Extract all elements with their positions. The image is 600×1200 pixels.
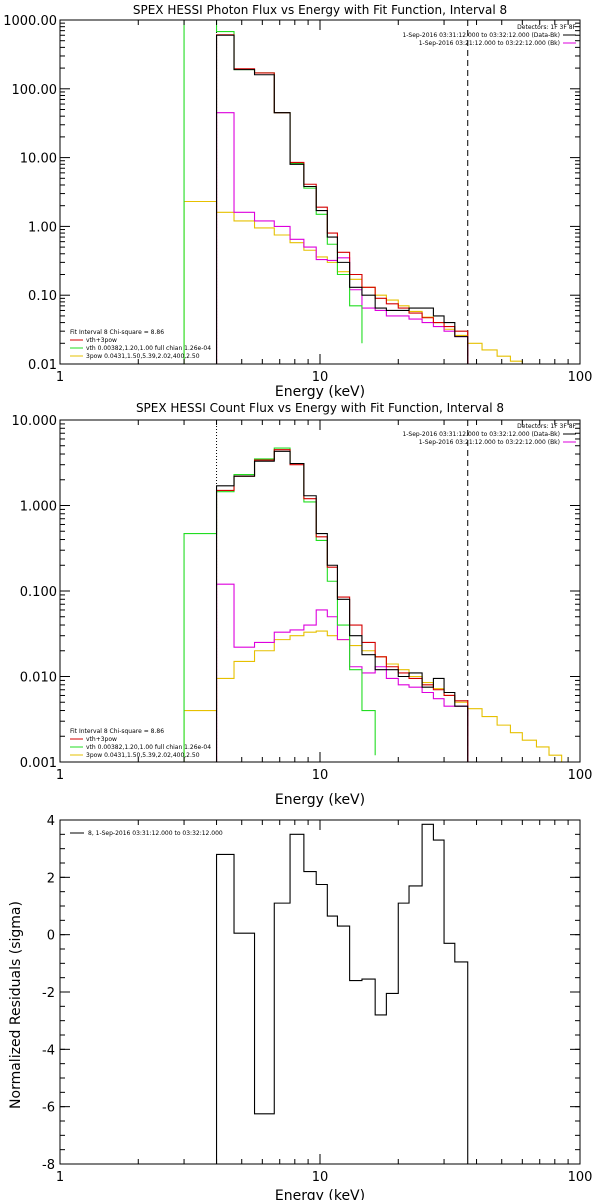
residuals-y-tick-label: -2 xyxy=(42,986,55,1001)
photon-flux-legend-bk: 1-Sep-2016 03:21:12.000 to 03:22:12.000 … xyxy=(419,40,560,47)
photon-flux-legend-data: 1-Sep-2016 03:31:12.000 to 03:32:12.000 … xyxy=(402,32,560,39)
count-flux-legend-vth3pow: vth+3pow xyxy=(86,736,117,743)
count-flux-series-data xyxy=(215,450,469,762)
count-flux-xlabel: Energy (keV) xyxy=(275,792,365,808)
residuals-y-tick-label: -4 xyxy=(42,1043,55,1058)
count-flux-y-tick-label: 0.001 xyxy=(20,756,57,771)
count-flux-title: SPEX HESSI Count Flux vs Energy with Fit… xyxy=(136,401,504,415)
photon-flux-y-tick-label: 100.00 xyxy=(12,83,58,98)
residuals-y-tick-label: 0 xyxy=(47,929,55,944)
residuals-y-tick-label: -6 xyxy=(42,1101,55,1116)
photon-flux-y-tick-label: 0.10 xyxy=(28,289,57,304)
count-flux-detectors: Detectors: 1F 3F 8F xyxy=(517,423,576,430)
photon-flux-detectors: Detectors: 1F 3F 8F xyxy=(517,24,576,31)
count-flux-y-tick-label: 0.100 xyxy=(20,585,57,600)
count-flux-y-tick-label: 0.010 xyxy=(20,671,57,686)
residuals-y-tick-label: 2 xyxy=(47,871,55,886)
count-flux-legend-bk: 1-Sep-2016 03:21:12.000 to 03:22:12.000 … xyxy=(419,439,560,446)
photon-flux-y-tick-label: 10.00 xyxy=(20,152,57,167)
photon-flux-title: SPEX HESSI Photon Flux vs Energy with Fi… xyxy=(133,3,507,17)
count-flux-fit-info: Fit Interval 8 Chi-square = 8.86 xyxy=(70,728,164,735)
residuals-x-tick-label: 1 xyxy=(56,1170,64,1185)
count-flux-legend-vth: vth 0.00382,1.20,1.00 full chian 1.26e-0… xyxy=(86,744,211,751)
residuals-panel: 1 10 100 -8 -6 -4 -2 0 2 4 8, 1-Sep-2016 03:31:12… xyxy=(8,814,592,1200)
residuals-legend: 8, 1-Sep-2016 03:31:12.000 to 03:32:12.0… xyxy=(88,830,223,837)
count-flux-panel: SPEX HESSI Count Flux vs Energy with Fit… xyxy=(12,401,593,808)
photon-flux-series-data xyxy=(215,34,469,364)
photon-flux-y-tick-label: 1.00 xyxy=(28,220,57,235)
count-flux-y-tick-label: 1.000 xyxy=(20,500,57,515)
residuals-ylabel: Normalized Residuals (sigma) xyxy=(8,901,24,1109)
count-flux-x-tick-label: 1 xyxy=(56,768,64,783)
photon-flux-legend-vth3pow: vth+3pow xyxy=(86,337,117,344)
photon-flux-series-vth xyxy=(183,20,363,364)
photon-flux-y-tick-label: 0.01 xyxy=(28,358,57,373)
photon-flux-x-tick-label: 100 xyxy=(568,370,593,385)
photon-flux-y-tick-label: 1000.00 xyxy=(3,14,57,29)
residuals-xlabel: Energy (keV) xyxy=(275,1188,365,1200)
residuals-y-tick-label: -8 xyxy=(42,1158,55,1173)
count-flux-x-tick-label: 10 xyxy=(312,768,329,783)
photon-flux-legend-vth: vth 0.00382,1.20,1.00 full chian 1.26e-0… xyxy=(86,345,211,352)
count-flux-x-tick-label: 100 xyxy=(568,768,593,783)
count-flux-y-tick-label: 10.000 xyxy=(12,414,58,429)
residuals-series-residuals xyxy=(215,823,469,1164)
photon-flux-legend-3pow: 3pow 0.0431,1.50,5.39,2.02,400,2.50 xyxy=(86,353,200,360)
residuals-y-tick-label: 4 xyxy=(47,814,55,829)
count-flux-legend-3pow: 3pow 0.0431,1.50,5.39,2.02,400,2.50 xyxy=(86,752,200,759)
photon-flux-x-tick-label: 1 xyxy=(56,370,64,385)
count-flux-legend-data: 1-Sep-2016 03:31:12.000 to 03:32:12.000 … xyxy=(402,431,560,438)
photon-flux-panel: SPEX HESSI Photon Flux vs Energy with Fi… xyxy=(3,3,593,400)
photon-flux-xlabel: Energy (keV) xyxy=(275,384,365,400)
residuals-x-tick-label: 10 xyxy=(312,1170,329,1185)
photon-flux-fit-info: Fit Interval 8 Chi-square = 8.86 xyxy=(70,329,164,336)
photon-flux-x-tick-label: 10 xyxy=(312,370,329,385)
residuals-x-tick-label: 100 xyxy=(568,1170,593,1185)
